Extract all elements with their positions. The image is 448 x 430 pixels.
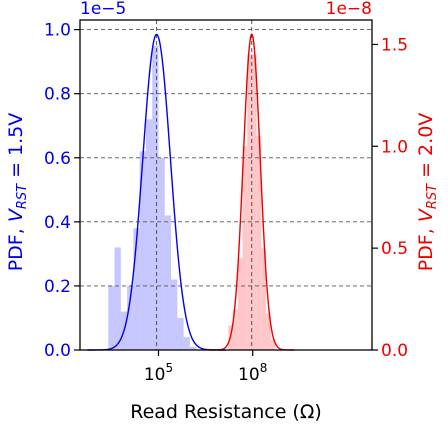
right-tick-label-0: 0.0 [381,341,408,361]
left-axis-label: PDF, VRST = 1.5V [5,113,30,272]
histogram-bar-1-9 [270,339,276,350]
left-tick-label-0: 0.0 [44,341,71,361]
histogram-bar-1-4 [247,54,252,350]
histogram-bar-0-6 [145,119,153,350]
right-tick-label-2: 1.0 [381,137,408,157]
x-tick-label-exp-0: 5 [165,361,173,375]
histogram-bar-0-7 [152,45,159,350]
right-axis-multiplier: 1e−8 [326,0,372,19]
pdf-curve-1 [209,33,295,351]
x-tick-label-exp-1: 8 [260,361,268,375]
histogram-bar-1-3 [242,146,248,350]
median-lines-layer [156,20,253,350]
right-tick-label-3: 1.5 [381,35,408,55]
left-axis: 0.0 0.2 0.4 0.6 0.8 1.0 [44,21,80,361]
histogram-bar-0-12 [183,337,190,350]
right-axis-label-var: V [415,207,437,222]
left-axis-label-tail: = 1.5V [5,113,27,184]
right-tick-label-1: 0.5 [381,239,408,259]
plot-frame [79,19,373,351]
histogram-layer [108,45,276,350]
x-tick-label-1: 108 [238,361,267,385]
left-tick-label-5: 1.0 [44,21,71,41]
histogram-bar-0-5 [139,151,146,350]
histogram-bar-1-6 [256,136,262,350]
left-axis-label-var: V [5,207,27,222]
histogram-bar-0-8 [158,157,165,350]
left-axis-label-main: PDF, [5,222,27,271]
histogram-bar-0-0 [108,285,115,350]
histogram-bar-0-3 [127,285,134,350]
left-tick-label-4: 0.8 [44,85,71,105]
left-tick-label-2: 0.4 [44,213,71,233]
x-tick-label-base-0: 10 [144,365,166,385]
left-tick-label-3: 0.6 [44,149,71,169]
histogram-bar-1-2 [237,258,243,350]
right-axis: 0.0 0.5 1.0 1.5 [372,35,408,361]
grid-layer [80,29,372,287]
histogram-bar-0-4 [133,228,140,350]
x-tick-label-0: 105 [144,361,173,385]
right-axis-label: PDF, VRST = 2.0V [415,113,440,272]
left-axis-multiplier: 1e−5 [80,0,126,19]
right-axis-label-sub: RST [425,183,440,209]
histogram-bar-0-10 [171,279,178,350]
right-axis-label-main: PDF, [415,222,437,271]
curve-layer [87,33,295,351]
histogram-bar-0-9 [164,215,172,350]
histogram-bar-0-11 [177,317,184,350]
x-axis-label: Read Resistance (Ω) [130,401,322,423]
x-axis: 105 108 [144,350,267,385]
left-tick-label-1: 0.2 [44,277,71,297]
histogram-bar-1-1 [233,309,238,350]
left-axis-label-sub: RST [15,183,30,209]
histogram-bar-1-7 [261,248,267,350]
histogram-bar-1-8 [266,313,271,350]
right-axis-label-tail: = 2.0V [415,113,437,184]
histogram-bar-1-5 [251,54,257,350]
histogram-bar-0-1 [114,247,121,350]
x-tick-label-base-1: 10 [238,365,260,385]
histogram-bar-0-13 [189,346,197,350]
pdf-curve-0 [87,33,226,351]
